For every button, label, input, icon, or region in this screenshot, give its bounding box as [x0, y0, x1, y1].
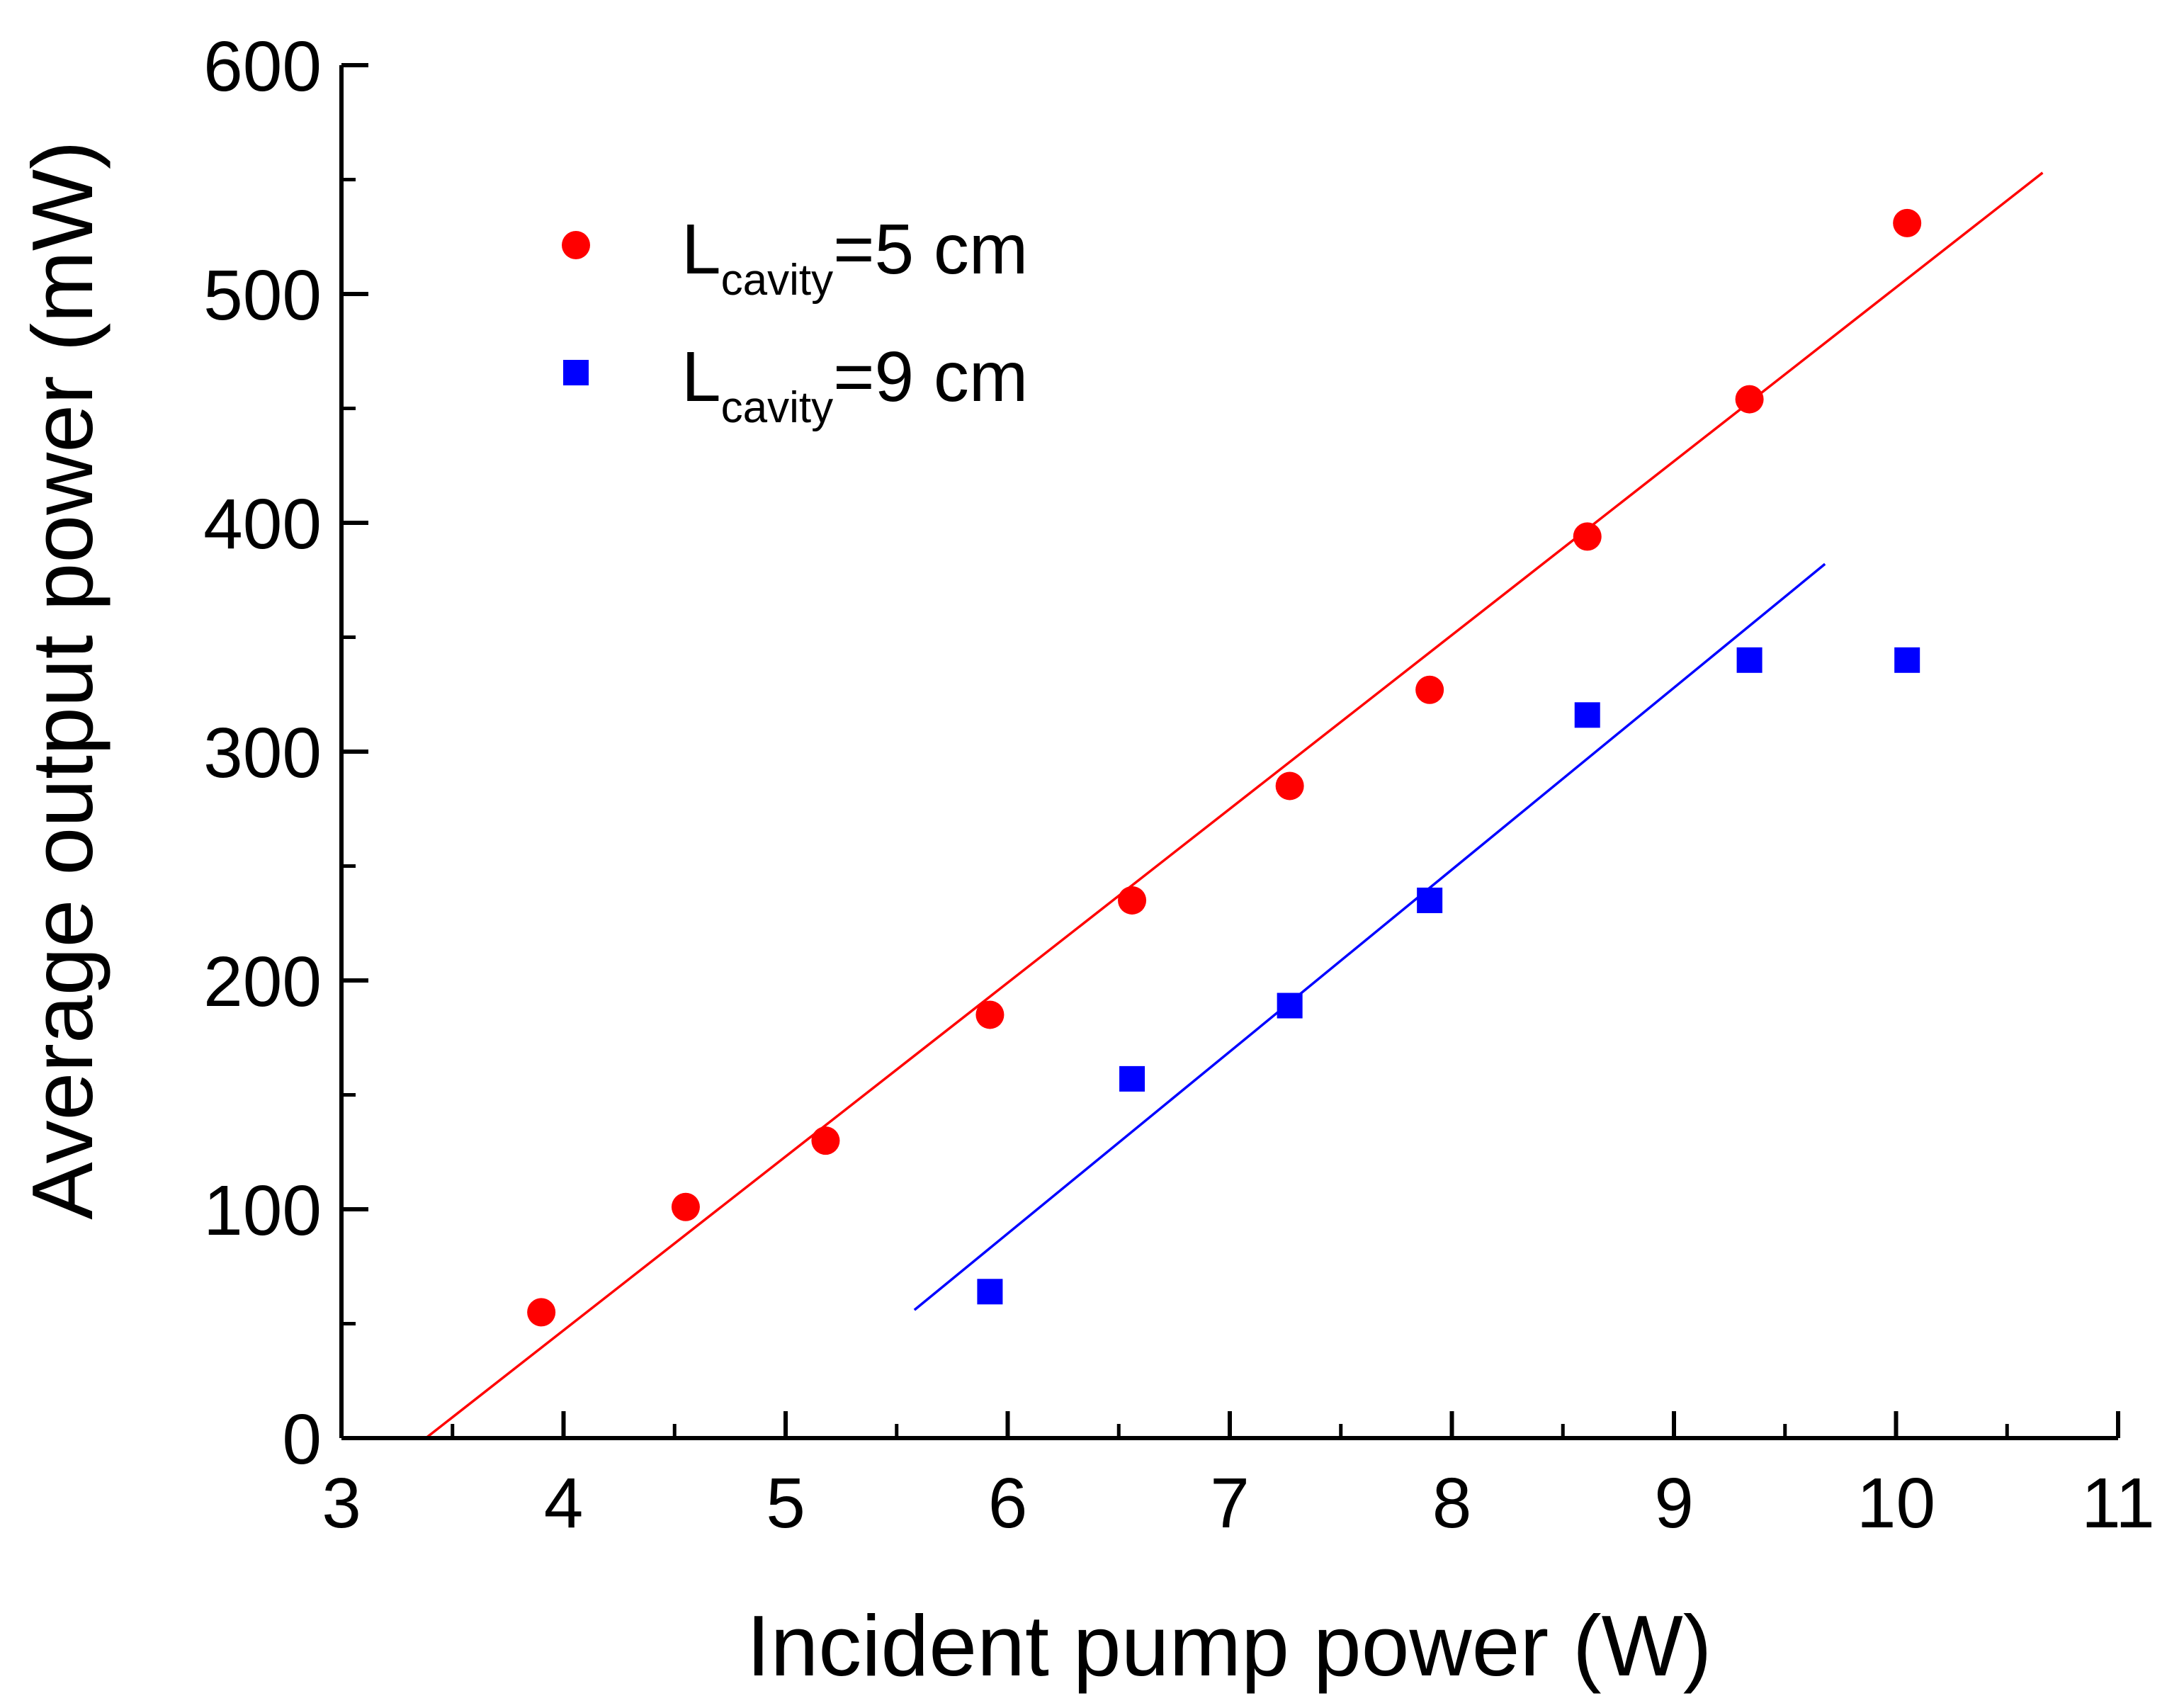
x-tick-label: 7 — [1210, 1464, 1250, 1543]
point-series-1 — [1893, 208, 1922, 237]
legend-marker-square — [563, 360, 589, 385]
point-series-1 — [1118, 886, 1147, 915]
legend-label-series-2: Lcavity=9 cm — [681, 337, 1028, 432]
axes — [339, 63, 2120, 1440]
legend-label-main: L — [681, 210, 721, 289]
point-series-2 — [977, 1279, 1003, 1305]
legend-label-tail: =5 cm — [833, 210, 1028, 289]
y-tick-label: 100 — [203, 1171, 322, 1250]
x-tick-label: 11 — [2081, 1464, 2155, 1543]
x-axis-label: Incident pump power (W) — [747, 1597, 1712, 1694]
point-series-2 — [1119, 1065, 1145, 1092]
legend-label-subscript: cavity — [721, 256, 833, 305]
legend-marker-circle — [562, 231, 590, 259]
y-tick-label: 600 — [203, 27, 322, 106]
y-tick-label: 200 — [203, 942, 322, 1022]
point-series-2 — [1736, 647, 1763, 673]
point-series-1 — [1735, 385, 1764, 414]
x-tick-label: 6 — [988, 1464, 1028, 1543]
point-series-2 — [1894, 647, 1920, 673]
legend-label-main: L — [681, 337, 721, 417]
fit-lines — [425, 171, 2044, 1440]
y-axis-label: Average output power (mW) — [14, 140, 111, 1219]
y-tick-label: 400 — [203, 485, 322, 564]
x-tick-label: 10 — [1857, 1464, 1935, 1543]
point-series-1 — [1275, 771, 1304, 801]
y-tick-label: 300 — [203, 713, 322, 793]
legend-label-series-1: Lcavity=5 cm — [681, 210, 1028, 305]
fit-line-series-1 — [425, 171, 2044, 1440]
point-series-2 — [1277, 992, 1303, 1019]
point-series-1 — [975, 1000, 1005, 1029]
point-series-1 — [527, 1298, 556, 1327]
x-tick-label: 4 — [544, 1464, 584, 1543]
legend-label-tail: =9 cm — [833, 337, 1028, 417]
x-tick-label: 3 — [322, 1464, 361, 1543]
x-tick-label: 9 — [1654, 1464, 1694, 1543]
legend-label-subscript: cavity — [721, 383, 833, 432]
data-markers — [527, 208, 1922, 1327]
point-series-1 — [1415, 675, 1444, 704]
point-series-1 — [671, 1192, 700, 1221]
y-tick-label: 500 — [203, 256, 322, 335]
point-series-1 — [811, 1126, 840, 1155]
y-tick-label: 0 — [282, 1400, 322, 1479]
point-series-2 — [1417, 887, 1443, 913]
x-tick-label: 5 — [766, 1464, 805, 1543]
x-tick-label: 8 — [1432, 1464, 1472, 1543]
tick-labels: 3 4 5 6 7 8 9 10 11 0 100 200 300 400 500 600 — [203, 27, 2155, 1543]
point-series-1 — [1573, 522, 1602, 551]
fit-line-series-2 — [913, 562, 1826, 1311]
point-series-2 — [1574, 702, 1600, 728]
